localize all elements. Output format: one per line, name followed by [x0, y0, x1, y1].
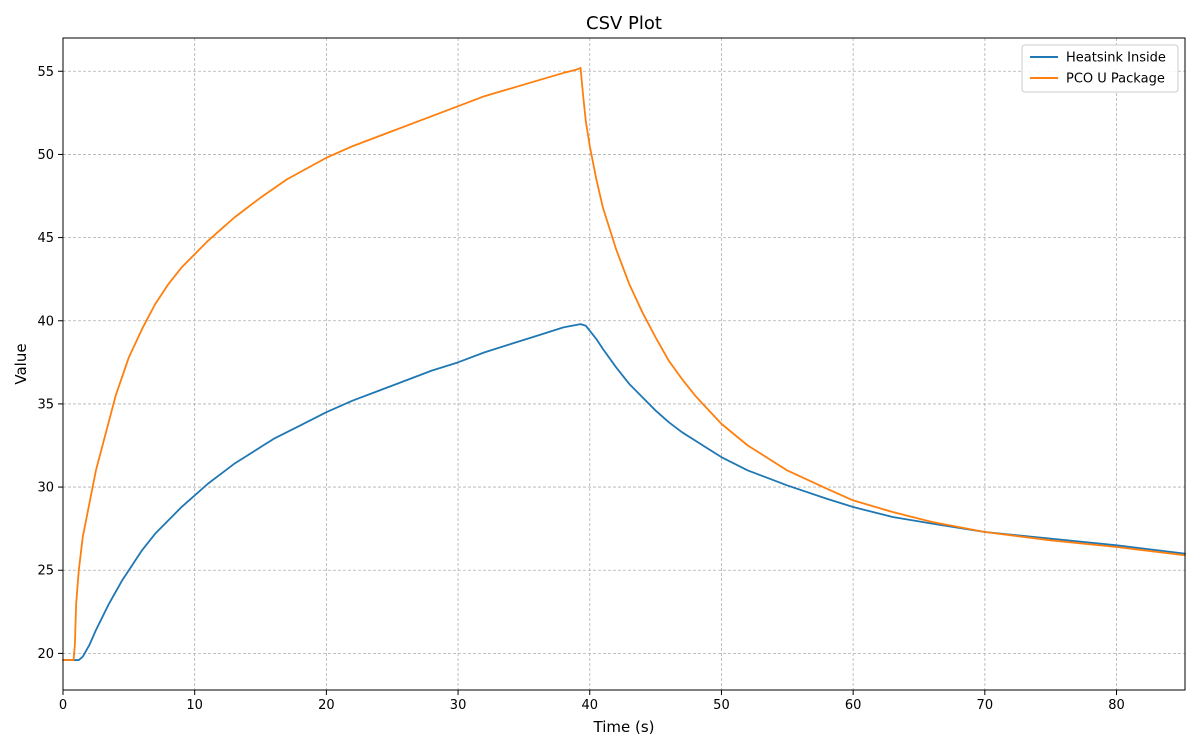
y-tick-label: 50	[37, 148, 54, 163]
x-tick-label: 50	[713, 698, 730, 713]
series-group	[62, 67, 1186, 661]
plot-frame	[62, 37, 1186, 691]
x-tick-label: 20	[318, 698, 335, 713]
legend: Heatsink Inside PCO U Package	[1021, 44, 1179, 93]
y-tick-label: 35	[37, 397, 54, 412]
series-line-pco-u-package	[62, 67, 1186, 661]
grid	[62, 38, 1185, 690]
legend-label: Heatsink Inside	[1066, 51, 1166, 66]
x-tick-label: 40	[581, 698, 598, 713]
y-axis-label: Value	[12, 343, 30, 384]
chart-title: CSV Plot	[586, 13, 662, 34]
x-tick-label: 0	[59, 698, 67, 713]
x-tick-label: 10	[186, 698, 203, 713]
y-tick-label: 45	[37, 231, 54, 246]
x-tick-label: 30	[450, 698, 467, 713]
ticks: 0 10 20 30 40 50 60 70 80 20 25 30 35 40 45 50 55	[37, 65, 1124, 713]
series-line-heatsink-inside	[62, 323, 1186, 661]
y-tick-label: 25	[37, 564, 54, 579]
x-axis-label: Time (s)	[593, 718, 655, 736]
y-tick-label: 20	[37, 647, 54, 662]
x-tick-label: 70	[977, 698, 994, 713]
y-tick-label: 40	[37, 314, 54, 329]
x-tick-label: 80	[1108, 698, 1125, 713]
legend-label: PCO U Package	[1066, 72, 1165, 87]
x-tick-label: 60	[845, 698, 862, 713]
legend-box	[1021, 44, 1179, 93]
y-tick-label: 55	[37, 65, 54, 80]
y-tick-label: 30	[37, 481, 54, 496]
